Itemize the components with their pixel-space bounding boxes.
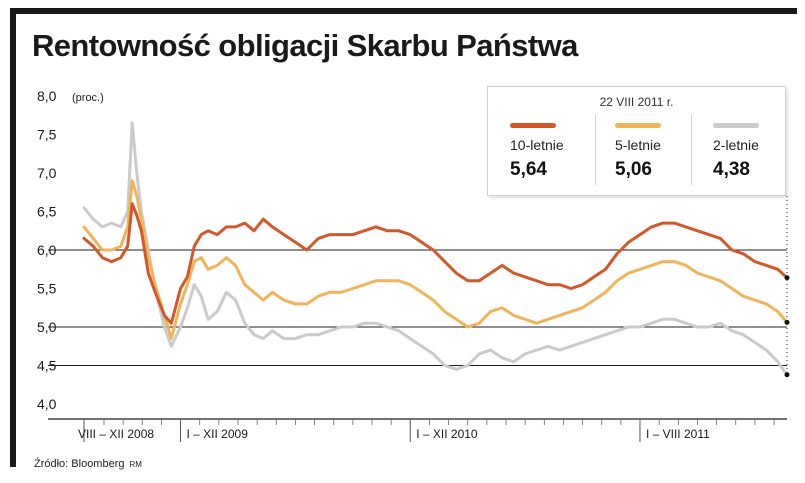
end-markers xyxy=(784,196,790,378)
series-line-2-letnie xyxy=(82,121,789,377)
x-axis: VIII – XII 2008 I – XII 2009 I – XII 2010 I… xyxy=(48,418,787,442)
series-line-5-letnie xyxy=(82,179,789,341)
y-tick-label: 6,0 xyxy=(37,242,57,258)
x-period-label: I – XII 2010 xyxy=(416,427,478,441)
legend-separator xyxy=(595,115,596,185)
source-initials: RM xyxy=(129,460,142,469)
y-tick-label: 5,5 xyxy=(37,281,57,297)
x-period-label: I – XII 2009 xyxy=(186,427,248,441)
legend-value-5y: 5,06 xyxy=(615,159,652,180)
y-tick-label: 8,0 xyxy=(37,88,57,104)
legend-swatch-10y xyxy=(510,123,556,128)
x-period-label: VIII – XII 2008 xyxy=(78,427,154,441)
y-tick-label: 4,5 xyxy=(37,358,57,374)
y-axis-label: (proc.) xyxy=(72,92,104,104)
x-period-label: I – VIII 2011 xyxy=(646,427,710,441)
frame-top-bar xyxy=(10,8,797,14)
legend-separator xyxy=(691,115,692,185)
legend-date: 22 VIII 2011 r. xyxy=(599,95,674,109)
y-tick-label: 7,5 xyxy=(37,127,57,143)
y-tick-label: 4,0 xyxy=(37,396,57,412)
frame-left-bar xyxy=(10,8,16,467)
y-tick-label: 5,0 xyxy=(37,319,57,335)
legend-name-5y: 5-letnie xyxy=(615,137,661,153)
series-lines xyxy=(82,121,789,377)
chart-title: Rentowność obligacji Skarbu Państwa xyxy=(32,28,578,63)
y-tick-label: 6,5 xyxy=(37,204,57,220)
y-tick-label: 7,0 xyxy=(37,165,57,181)
legend-name-2y: 2-letnie xyxy=(713,137,759,153)
source-text: Źródło: Bloomberg xyxy=(34,458,125,470)
gridlines xyxy=(48,249,787,366)
legend-swatch-2y xyxy=(713,123,759,128)
series-line-10-letnie xyxy=(82,202,789,325)
legend-value-10y: 5,64 xyxy=(510,159,547,180)
source-note: Źródło: Bloomberg RM xyxy=(34,458,142,470)
legend-swatch-5y xyxy=(615,123,661,128)
end-marker-5-letnie xyxy=(784,319,790,325)
legend-name-10y: 10-letnie xyxy=(510,137,564,153)
end-marker-2-letnie xyxy=(784,372,790,378)
end-marker-10-letnie xyxy=(784,275,790,281)
legend-value-2y: 4,38 xyxy=(713,159,750,180)
y-axis: 8,0 7,5 7,0 6,5 6,0 5,5 5,0 4,5 4,0 xyxy=(37,88,57,412)
legend: 22 VIII 2011 r. 10-letnie 5,64 5-letnie … xyxy=(487,86,786,196)
